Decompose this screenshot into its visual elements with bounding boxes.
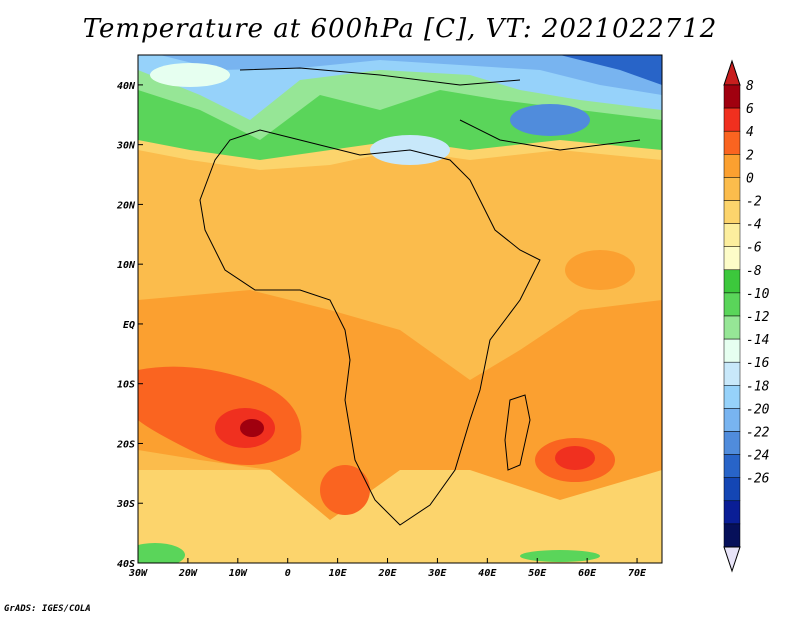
lat-tick-label: 30N (116, 141, 136, 152)
colorbar-label: 2 (746, 148, 754, 163)
colorbar-swatch (723, 246, 741, 271)
lon-tick-label: 0 (285, 568, 291, 579)
lat-tick-label: 20N (116, 200, 136, 211)
colorbar-label: -26 (746, 472, 770, 487)
lon-tick-label: 20E (377, 568, 397, 579)
lon-tick-label: 10E (329, 568, 348, 579)
lat-tick-label: 40S (117, 559, 135, 570)
lat-tick-label: EQ (123, 320, 135, 331)
temperature-field (138, 55, 662, 563)
map-frame (137, 54, 663, 564)
colorbar-label: -24 (746, 449, 769, 464)
chart-title: Temperature at 600hPa [C], VT: 202102271… (82, 14, 718, 44)
colorbar-swatch (723, 200, 741, 224)
colorbar-swatch (723, 431, 741, 455)
colorbar-swatch (723, 361, 741, 386)
colorbar-label: 8 (746, 79, 754, 94)
colorbar-label: -6 (746, 241, 762, 256)
coastlines (199, 67, 641, 526)
colorbar: 8 6 4 2 0 -2 -4 -6 -8 -10 -12 -14 -16 -18 -20 -22 -24 -26 (723, 59, 770, 573)
colorbar-top-arrow (723, 59, 741, 86)
colorbar-bottom-arrow (723, 546, 741, 573)
colorbar-label: -8 (746, 264, 762, 279)
lat-tick-label: 20S (116, 439, 135, 450)
axis-ticks: 30W 20W 10W 0 10E 20E 30E 40E 50E 60E 70E 40N 30N 20N… (116, 81, 647, 579)
credit-text: GrADS: IGES/COLA (4, 604, 91, 614)
lon-tick-label: 60E (578, 568, 597, 579)
colorbar-swatch (723, 315, 741, 340)
lon-tick-label: 20W (178, 568, 198, 579)
colorbar-label: -20 (746, 402, 770, 417)
lon-tick-label: 30W (128, 568, 148, 579)
colorbar-label: -10 (746, 287, 770, 302)
lat-tick-label: 10S (117, 380, 135, 391)
colorbar-swatch (723, 154, 741, 178)
colorbar-swatch (723, 292, 741, 317)
colorbar-label: -12 (746, 310, 770, 325)
colorbar-label: 0 (746, 171, 754, 186)
colorbar-swatch (723, 177, 741, 201)
colorbar-label: -2 (746, 195, 762, 210)
lon-tick-label: 50E (528, 568, 547, 579)
colorbar-swatch (723, 84, 741, 109)
colorbar-label: -22 (746, 426, 770, 441)
lon-tick-label: 40E (478, 568, 497, 579)
colorbar-swatch (723, 130, 741, 155)
colorbar-label: -18 (746, 379, 770, 394)
colorbar-swatch (723, 477, 741, 502)
lon-tick-label: 30E (427, 568, 447, 579)
colorbar-label: 4 (746, 125, 754, 140)
colorbar-label: -14 (746, 333, 769, 348)
colorbar-swatch (723, 454, 741, 478)
lat-tick-label: 30S (116, 499, 135, 510)
colorbar-label: -16 (746, 356, 770, 371)
colorbar-swatch (723, 269, 741, 294)
lat-tick-label: 40N (117, 81, 136, 92)
colorbar-swatch (723, 338, 741, 363)
lon-tick-label: 70E (628, 568, 647, 579)
colorbar-label: 6 (746, 102, 754, 117)
lat-tick-label: 10N (117, 260, 136, 271)
colorbar-swatch (723, 408, 741, 432)
lon-tick-label: 10W (229, 568, 248, 579)
colorbar-swatch (723, 385, 741, 409)
colorbar-swatch (723, 523, 741, 548)
colorbar-swatch (723, 223, 741, 247)
colorbar-swatch (723, 107, 741, 132)
colorbar-swatch (723, 500, 741, 525)
colorbar-label: -4 (746, 218, 762, 233)
